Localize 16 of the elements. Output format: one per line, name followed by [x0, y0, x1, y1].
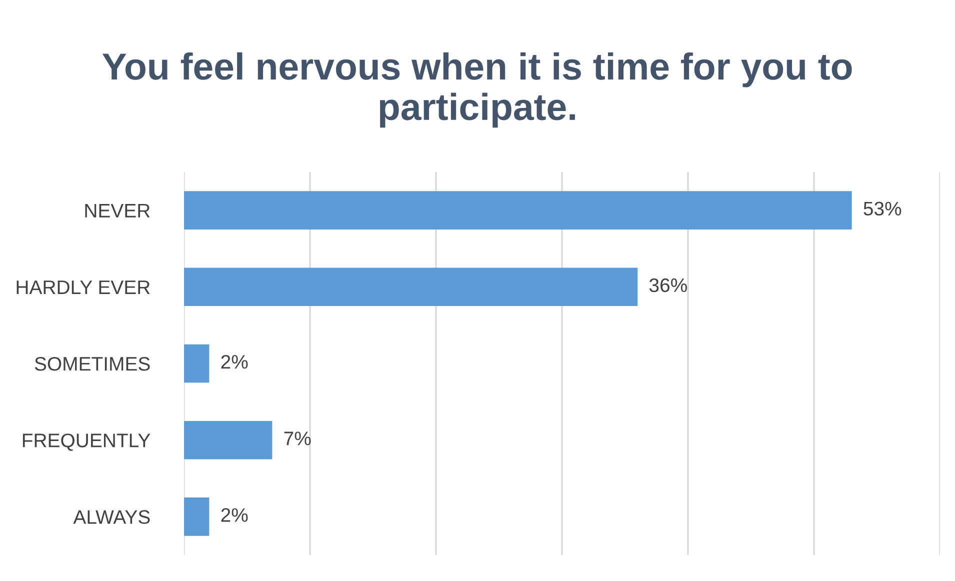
y-tick-label: SOMETIMES [34, 356, 150, 371]
y-tick-label: HARDLY EVER [16, 280, 150, 294]
data-label: 36% [649, 278, 687, 292]
bar [184, 420, 272, 460]
y-tick-label: NEVER [85, 204, 150, 218]
data-label: 7% [284, 432, 311, 446]
chart-title: You feel nervous when it is time for you to participate. [102, 52, 852, 128]
data-label: 2% [221, 508, 248, 522]
y-tick-label: ALWAYS [73, 510, 150, 524]
data-label: 2% [221, 354, 248, 369]
bar [184, 268, 638, 306]
bar [184, 498, 210, 536]
data-label: 53% [864, 202, 902, 216]
bar [184, 344, 210, 383]
y-tick-label: FREQUENTLY [22, 434, 150, 451]
bar [184, 191, 852, 230]
